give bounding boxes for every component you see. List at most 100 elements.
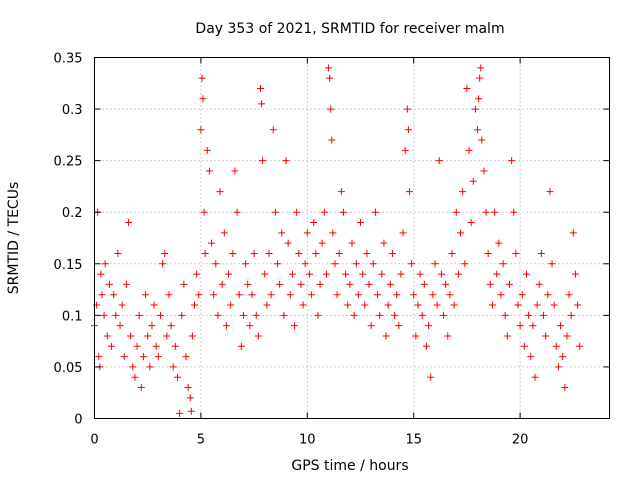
data-point [380,239,388,247]
data-point [459,188,467,196]
data-point [248,291,256,299]
data-point [199,95,207,103]
data-point [299,301,307,309]
data-point [127,332,135,340]
data-point [405,188,413,196]
data-point [348,239,356,247]
y-tick-label: 0.05 [54,361,83,376]
data-point [122,280,130,288]
data-point [559,353,567,361]
data-point [288,270,296,278]
data-point [301,260,309,268]
x-tick-label: 10 [299,433,316,448]
data-point [184,384,192,392]
data-point [250,249,258,257]
data-point [325,64,333,72]
data-point [505,280,513,288]
axis-ticks: 0 0.05 0.1 0.15 0.2 0.25 0.3 0.35 0 5 10 15 20 [54,52,610,448]
data-point [433,301,441,309]
data-point [388,249,396,257]
data-point [142,291,150,299]
data-point [286,291,294,299]
data-point [242,260,250,268]
data-point [495,239,503,247]
data-point [446,291,454,299]
data-point [171,342,179,350]
data-point [395,322,403,330]
data-point [261,270,269,278]
data-point [259,157,267,165]
data-point [246,322,254,330]
data-point [401,146,409,154]
data-point [197,126,205,134]
data-point [227,301,235,309]
data-point [382,332,390,340]
data-point [95,353,103,361]
data-point [152,342,160,350]
data-point [295,249,303,257]
data-point [512,249,520,257]
data-point [357,219,365,227]
data-point [297,280,305,288]
data-point [97,270,105,278]
data-point [120,353,128,361]
data-point [378,270,386,278]
data-point [169,363,177,371]
data-point [269,126,277,134]
data-point [329,229,337,237]
data-point [484,249,492,257]
data-point [493,270,501,278]
data-point [550,301,558,309]
data-point [571,270,579,278]
data-point [135,311,143,319]
data-point [427,373,435,381]
x-axis-label: GPS time / hours [291,458,408,474]
data-point [167,322,175,330]
data-point [146,363,154,371]
data-point [131,373,139,381]
data-point [342,270,350,278]
data-point [220,229,228,237]
data-point [523,270,531,278]
y-tick-label: 0.25 [54,155,83,170]
data-point [499,260,507,268]
data-point [442,280,450,288]
data-point [280,311,288,319]
data-point [335,249,343,257]
chart-title: Day 353 of 2021, SRMTID for receiver mal… [195,21,504,37]
data-point [305,270,313,278]
x-tick-label: 20 [512,433,529,448]
data-point [137,384,145,392]
data-point [425,322,433,330]
data-point [510,208,518,216]
data-point [314,311,322,319]
data-point [420,280,428,288]
data-point [440,311,448,319]
data-point [444,332,452,340]
data-point [561,384,569,392]
data-point [352,260,360,268]
data-point [254,332,262,340]
data-point [537,249,545,257]
data-point [139,353,147,361]
data-point [418,311,426,319]
data-point [274,260,282,268]
data-point [161,249,169,257]
data-point [475,95,483,103]
data-point [198,74,206,82]
data-point [476,74,484,82]
data-point [563,332,571,340]
data-point [429,291,437,299]
data-point [163,332,171,340]
y-tick-label: 0.35 [54,52,83,67]
data-point [497,291,505,299]
data-point [114,249,122,257]
grid-lines [94,57,610,419]
y-axis-label: SRMTID / TECUs [6,182,22,295]
data-point [457,229,465,237]
data-point [203,146,211,154]
data-point [354,291,362,299]
data-point [508,157,516,165]
data-point [225,270,233,278]
